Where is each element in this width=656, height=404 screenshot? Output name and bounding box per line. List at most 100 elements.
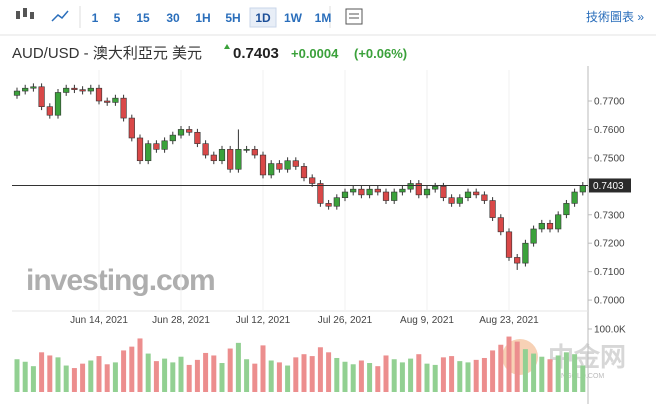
candle-body — [350, 188, 357, 193]
interval-button[interactable]: 1D — [255, 11, 271, 25]
interval-button[interactable]: 15 — [136, 11, 150, 25]
volume-bar — [326, 352, 332, 392]
x-tick-label: Aug 9, 2021 — [400, 315, 454, 326]
volume-bar — [162, 358, 168, 392]
candle-body — [432, 186, 439, 190]
volume-bar — [449, 356, 455, 392]
last-price-box — [589, 178, 631, 193]
volume-bar — [47, 355, 53, 392]
candle-body — [292, 160, 299, 167]
candle-body — [579, 185, 586, 193]
volume-bar — [268, 360, 274, 392]
interval-button[interactable]: 5H — [225, 11, 240, 25]
y-tick-label: 0.7500 — [594, 153, 625, 164]
line-icon[interactable] — [51, 10, 69, 22]
price-change-pct: (+0.06%) — [354, 46, 407, 61]
candle-body — [243, 149, 250, 151]
candle-body — [317, 183, 324, 204]
candle-body — [30, 86, 37, 89]
y-tick-label: 0.7700 — [594, 97, 625, 108]
y-tick-label: 0.7100 — [594, 267, 625, 278]
volume-bar — [244, 359, 250, 392]
candle-body — [46, 106, 53, 116]
watermark: investing.com — [26, 264, 215, 297]
volume-bar — [145, 353, 151, 392]
candle-body — [284, 160, 291, 170]
volume-bar — [563, 352, 569, 392]
candle-body — [505, 231, 513, 258]
candle-body — [268, 163, 275, 176]
candle-body — [218, 149, 226, 162]
candle-body — [79, 89, 86, 92]
up-arrow — [224, 44, 230, 49]
candle-body — [333, 197, 340, 207]
candle-body — [87, 87, 94, 92]
volume-bar — [71, 368, 77, 392]
volume-bar — [301, 354, 307, 392]
interval-button[interactable]: 1 — [92, 11, 99, 25]
candle-body — [169, 134, 176, 142]
volume-bar — [153, 361, 159, 392]
watermark-cngold: CNGOLD.COM — [556, 373, 604, 380]
quote-header: AUD/USD - 澳大利亞元 美元 0.7403 +0.0004 (+0.06… — [12, 44, 407, 62]
candle-body — [136, 137, 144, 162]
volume-bar — [522, 349, 528, 392]
interval-button[interactable]: 5 — [114, 11, 121, 25]
volume-bar — [22, 361, 28, 392]
candle-body — [235, 149, 242, 170]
volume-bar — [227, 348, 233, 392]
x-tick-label: Aug 23, 2021 — [479, 315, 539, 326]
candle-body — [341, 191, 349, 198]
price-change: +0.0004 — [291, 46, 339, 61]
volume-bar — [285, 365, 291, 392]
candle-body — [120, 97, 127, 119]
volume-bar — [367, 363, 373, 392]
candle-body — [104, 100, 111, 103]
volume-bar — [498, 344, 504, 392]
toolbar: 技術圖表 » — [0, 6, 656, 36]
volume-bar — [334, 357, 340, 392]
volume-bar — [170, 362, 176, 392]
volume-bar — [96, 356, 102, 392]
tech-chart-link[interactable]: 技術圖表 » — [586, 10, 644, 24]
volume-bar — [350, 364, 356, 392]
volume-bar — [137, 338, 143, 392]
candle-body — [276, 163, 283, 170]
x-tick-label: Jul 12, 2021 — [236, 315, 291, 326]
volume-bar — [63, 365, 69, 392]
interval-button[interactable]: 30 — [166, 11, 180, 25]
interval-button[interactable]: 1M — [315, 11, 332, 25]
candle-body — [63, 87, 70, 93]
settings-icon[interactable] — [345, 8, 363, 25]
interval-button[interactable]: 1W — [284, 11, 303, 25]
volume-bar — [186, 364, 192, 392]
volume-bar — [383, 355, 389, 392]
candle-body — [464, 191, 472, 198]
instrument-title: AUD/USD - 澳大利亞元 美元 — [12, 45, 202, 62]
volume-bar — [235, 342, 241, 392]
candle-body — [391, 191, 398, 201]
candle-body — [194, 131, 201, 144]
candle-body — [522, 242, 529, 264]
volume-bar — [194, 359, 200, 392]
volume-bar — [424, 363, 430, 392]
volume-bar — [391, 359, 397, 392]
volume-bar — [506, 336, 512, 392]
volume-bar — [260, 345, 266, 392]
candle-body — [423, 188, 431, 196]
candle-body — [161, 140, 168, 150]
volume-bar — [416, 354, 422, 392]
candle-body — [571, 191, 578, 204]
interval-button[interactable]: 1H — [195, 11, 210, 25]
candle-body — [407, 183, 414, 190]
x-tick-label: Jun 14, 2021 — [70, 315, 128, 326]
volume-bar — [481, 357, 487, 392]
candle-body — [186, 129, 193, 133]
volume-bar — [440, 357, 446, 392]
volume-bar — [408, 358, 414, 392]
candle-icon[interactable] — [16, 8, 34, 19]
candle-body — [128, 117, 135, 139]
candle-body — [563, 203, 570, 216]
